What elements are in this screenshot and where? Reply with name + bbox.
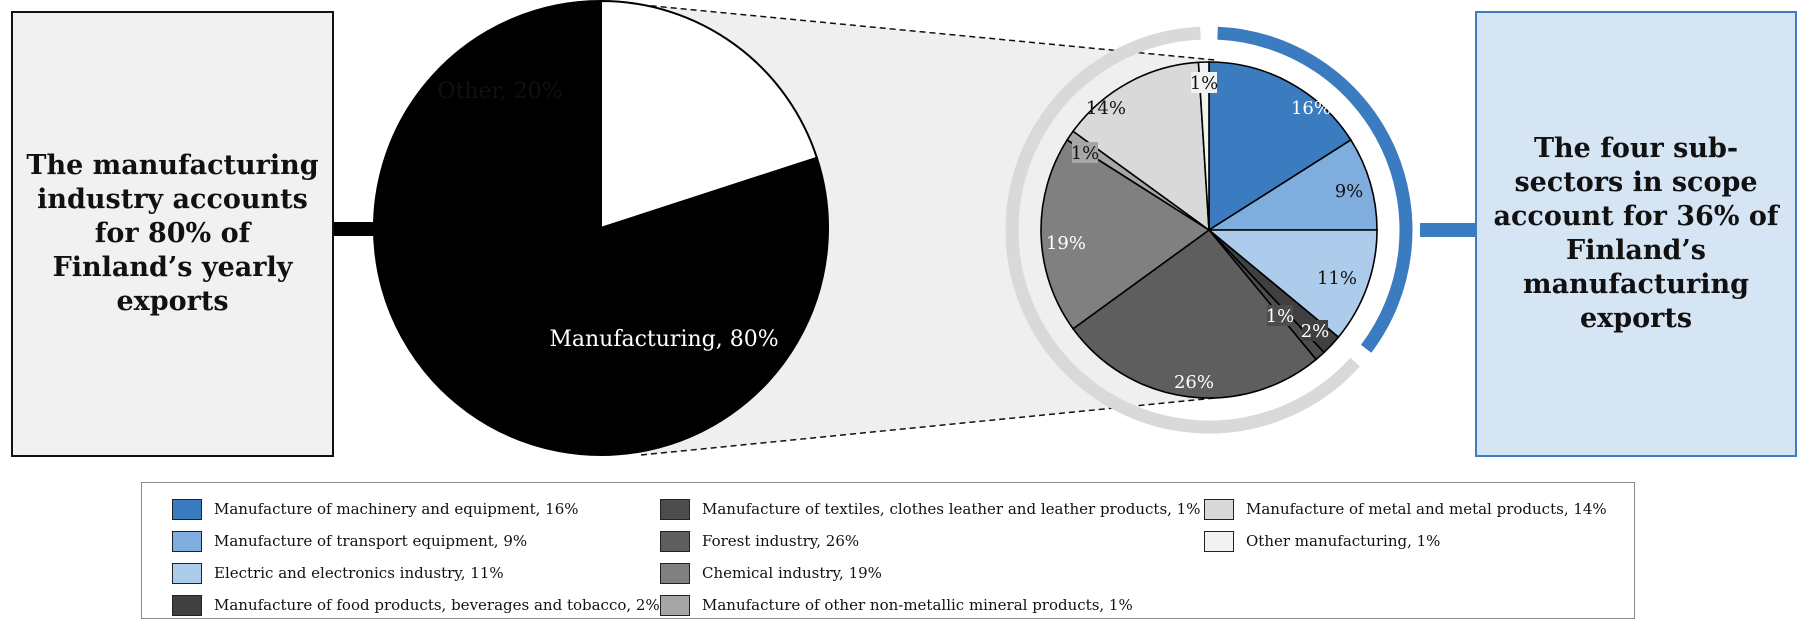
legend: Manufacture of machinery and equipment, … (141, 482, 1635, 619)
left-connector-bar (334, 222, 376, 236)
legend-item-electric-and-electronics-industry-11: Electric and electronics industry, 11% (172, 557, 660, 589)
legend-label: Chemical industry, 19% (702, 564, 882, 582)
legend-label: Manufacture of metal and metal products,… (1246, 500, 1607, 518)
slice-chemical-industry (1040, 138, 1211, 330)
legend-item-chemical-industry-19: Chemical industry, 19% (660, 557, 1200, 589)
legend-label: Manufacture of food products, beverages … (214, 596, 660, 614)
summary-text-right: The four sub-sectors in scope account fo… (1493, 133, 1779, 334)
legend-label: Other manufacturing, 1% (1246, 532, 1441, 550)
summary-box-left: The manufacturing industry accounts for … (11, 11, 334, 457)
legend-label: Manufacture of machinery and equipment, … (214, 500, 579, 518)
legend-item-manufacture-of-textiles-clothes-leather-and-leather-products-1: Manufacture of textiles, clothes leather… (660, 493, 1200, 525)
slice-label-manufacture-of-textiles-clothes-leather-and-leather-products: 1% (1266, 306, 1295, 327)
legend-item-manufacture-of-metal-and-metal-products-14: Manufacture of metal and metal products,… (1204, 493, 1607, 525)
legend-column-1: Manufacture of machinery and equipment, … (172, 493, 660, 621)
overall-exports-pie: Other, 20% Manufacturing, 80% (373, 0, 829, 456)
legend-label: Electric and electronics industry, 11% (214, 564, 504, 582)
legend-swatch (172, 530, 202, 552)
slice-label-box-other-manufacturing (1191, 72, 1217, 93)
slice-label-box-manufacture-of-food-products-beverages-and-tobacco (1302, 320, 1328, 341)
summary-box-right: The four sub-sectors in scope account fo… (1475, 11, 1797, 457)
legend-label: Manufacture of transport equipment, 9% (214, 532, 528, 550)
slice-label-manufacture-of-metal-and-metal-products: 14% (1086, 98, 1126, 119)
slice-label-other: Other, 20% (437, 79, 562, 104)
legend-column-2: Manufacture of textiles, clothes leather… (660, 493, 1200, 621)
legend-label: Forest industry, 26% (702, 532, 860, 550)
legend-column-3: Manufacture of metal and metal products,… (1204, 493, 1607, 557)
slice-label-manufacture-of-food-products-beverages-and-tobacco: 2% (1301, 321, 1330, 342)
legend-swatch (660, 594, 690, 616)
legend-swatch (660, 530, 690, 552)
slice-label-manufacture-of-machinery-and-equipment: 16% (1291, 98, 1331, 119)
slice-label-box-manufacture-of-textiles-clothes-leather-and-leather-products (1267, 305, 1293, 326)
slice-label-box-manufacture-of-other-non-metallic-mineral-products (1072, 142, 1098, 163)
legend-swatch (660, 562, 690, 584)
legend-swatch (172, 562, 202, 584)
legend-item-manufacture-of-machinery-and-equipment-16: Manufacture of machinery and equipment, … (172, 493, 660, 525)
summary-text-left: The manufacturing industry accounts for … (26, 150, 319, 317)
legend-item-forest-industry-26: Forest industry, 26% (660, 525, 1200, 557)
manufacturing-breakdown-pie: 16% 9% 11% 2% 1% 26% 19% 1% 14% 1% (1040, 61, 1378, 399)
slice-label-manufacture-of-other-non-metallic-mineral-products: 1% (1071, 143, 1100, 164)
slice-other (600, 0, 819, 230)
highlight-ring (1005, 26, 1413, 434)
legend-swatch (172, 594, 202, 616)
slice-other-manufacturing (1197, 61, 1210, 231)
legend-item-manufacture-of-other-non-metallic-mineral-products-1: Manufacture of other non-metallic minera… (660, 589, 1200, 621)
slice-manufacture-of-transport-equipment (1206, 138, 1378, 231)
legend-item-other-manufacturing-1: Other manufacturing, 1% (1204, 525, 1607, 557)
legend-item-manufacture-of-food-products-beverages-and-tobacco-2: Manufacture of food products, beverages … (172, 589, 660, 621)
legend-item-manufacture-of-transport-equipment-9: Manufacture of transport equipment, 9% (172, 525, 660, 557)
slice-label-chemical-industry: 19% (1046, 233, 1086, 254)
slice-label-forest-industry: 26% (1174, 372, 1214, 393)
legend-swatch (660, 498, 690, 520)
slice-electric-and-electronics-industry (1206, 229, 1378, 339)
legend-swatch (172, 498, 202, 520)
ring-segment-other (1005, 26, 1360, 434)
legend-swatch (1204, 498, 1234, 520)
slice-label-other-manufacturing: 1% (1190, 73, 1219, 94)
legend-label: Manufacture of textiles, clothes leather… (702, 500, 1201, 518)
legend-label: Manufacture of other non-metallic minera… (702, 596, 1133, 614)
legend-swatch (1204, 530, 1234, 552)
slice-manufacture-of-machinery-and-equipment (1208, 61, 1352, 232)
slice-label-manufacturing: Manufacturing, 80% (549, 327, 778, 352)
charts-canvas: Other, 20%Manufacturing, 80% 16%9%11%2%1… (334, 0, 1475, 456)
slice-label-manufacture-of-transport-equipment: 9% (1335, 181, 1364, 202)
slice-label-electric-and-electronics-industry: 11% (1317, 268, 1357, 289)
slice-forest-industry (1071, 228, 1318, 399)
slice-manufacture-of-metal-and-metal-products (1071, 61, 1210, 232)
slice-manufacturing (373, 0, 829, 456)
zoom-line-top (600, 0, 1216, 61)
right-connector-bar (1420, 223, 1475, 237)
ring-segment-in-scope (1217, 26, 1413, 353)
